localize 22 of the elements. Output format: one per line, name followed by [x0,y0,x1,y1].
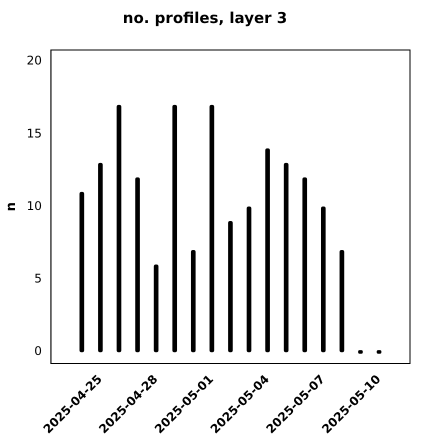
y-tick-label: 0 [34,344,42,358]
y-tick-label: 20 [26,54,42,68]
y-axis-title: n [4,202,20,212]
bar [98,162,103,352]
bar [228,220,233,352]
bar [80,192,84,352]
bar [135,177,140,352]
bar [116,104,122,352]
bar [210,104,214,352]
bar [172,104,178,352]
chart-title: no. profiles, layer 3 [122,8,288,27]
bar [265,148,270,352]
bar [320,206,326,352]
bar [340,250,344,352]
y-tick-label: 15 [26,126,42,140]
bar [284,162,288,352]
y-tick-label: 10 [26,198,42,213]
y-tick-label: 5 [34,271,42,286]
bar [302,177,308,352]
bar [190,250,196,352]
bar [246,206,252,352]
bar [154,264,158,352]
